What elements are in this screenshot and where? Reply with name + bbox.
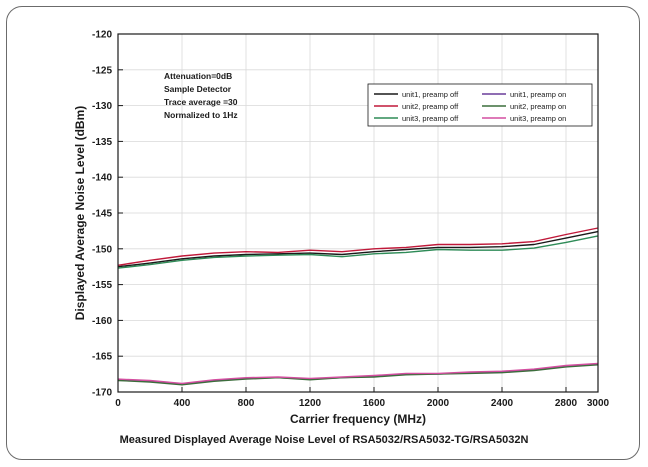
y-tick-label: -165 [92,352,112,363]
series-line-4 [117,363,599,385]
x-tick-label: 2000 [427,398,450,409]
legend-label: unit2, preamp off [402,102,459,111]
annotation-line: Sample Detector [164,84,232,94]
axis-ticks: 0 400 800 1200 1600 2000 2400 2800 3000 -120 -125 -… [92,30,610,410]
y-tick-label: -145 [92,209,112,220]
legend: unit1, preamp off unit2, preamp off unit3,… [367,83,593,127]
x-tick-label: 2400 [491,398,514,409]
figure-caption: Measured Displayed Average Noise Level o… [119,434,529,446]
x-tick-label: 1600 [363,398,386,409]
x-tick-label: 800 [238,398,255,409]
figure-frame [6,6,640,460]
y-tick-label: -160 [92,316,112,327]
y-tick-label: -135 [92,137,112,148]
annotation-block: Attenuation=0dB Sample Detector Trace aver… [164,71,238,120]
annotation-line: Attenuation=0dB [164,71,232,81]
y-tick-label: -155 [92,280,112,291]
x-tick-label: 3000 [587,398,610,409]
legend-label: unit1, preamp on [510,90,566,99]
y-tick-label: -150 [92,244,112,255]
legend-label: unit2, preamp on [510,102,566,111]
x-tick-label: 0 [115,398,121,409]
x-tick-label: 1200 [299,398,322,409]
y-tick-label: -130 [92,101,112,112]
series-line-6 [117,362,599,385]
y-tick-label: -140 [92,173,112,184]
series-line-5 [117,364,599,386]
y-tick-label: -170 [92,388,112,399]
y-tick-label: -125 [92,65,112,76]
x-axis-title: Carrier frequency (MHz) [290,412,426,426]
series-lines [117,227,599,386]
series-line-3 [117,235,599,269]
annotation-line: Trace average =30 [164,97,238,107]
series-line-2 [117,227,599,266]
legend-label: unit1, preamp off [402,90,459,99]
x-tick-label: 2800 [555,398,578,409]
legend-box [367,83,593,127]
x-tick-label: 400 [174,398,191,409]
y-axis-title: Displayed Average Noise Level (dBm) [73,106,87,321]
y-tick-label: -120 [92,30,112,41]
legend-label: unit3, preamp on [510,114,566,123]
series-line-1 [117,230,599,268]
legend-label: unit3, preamp off [402,114,459,123]
annotation-line: Normalized to 1Hz [164,110,238,120]
